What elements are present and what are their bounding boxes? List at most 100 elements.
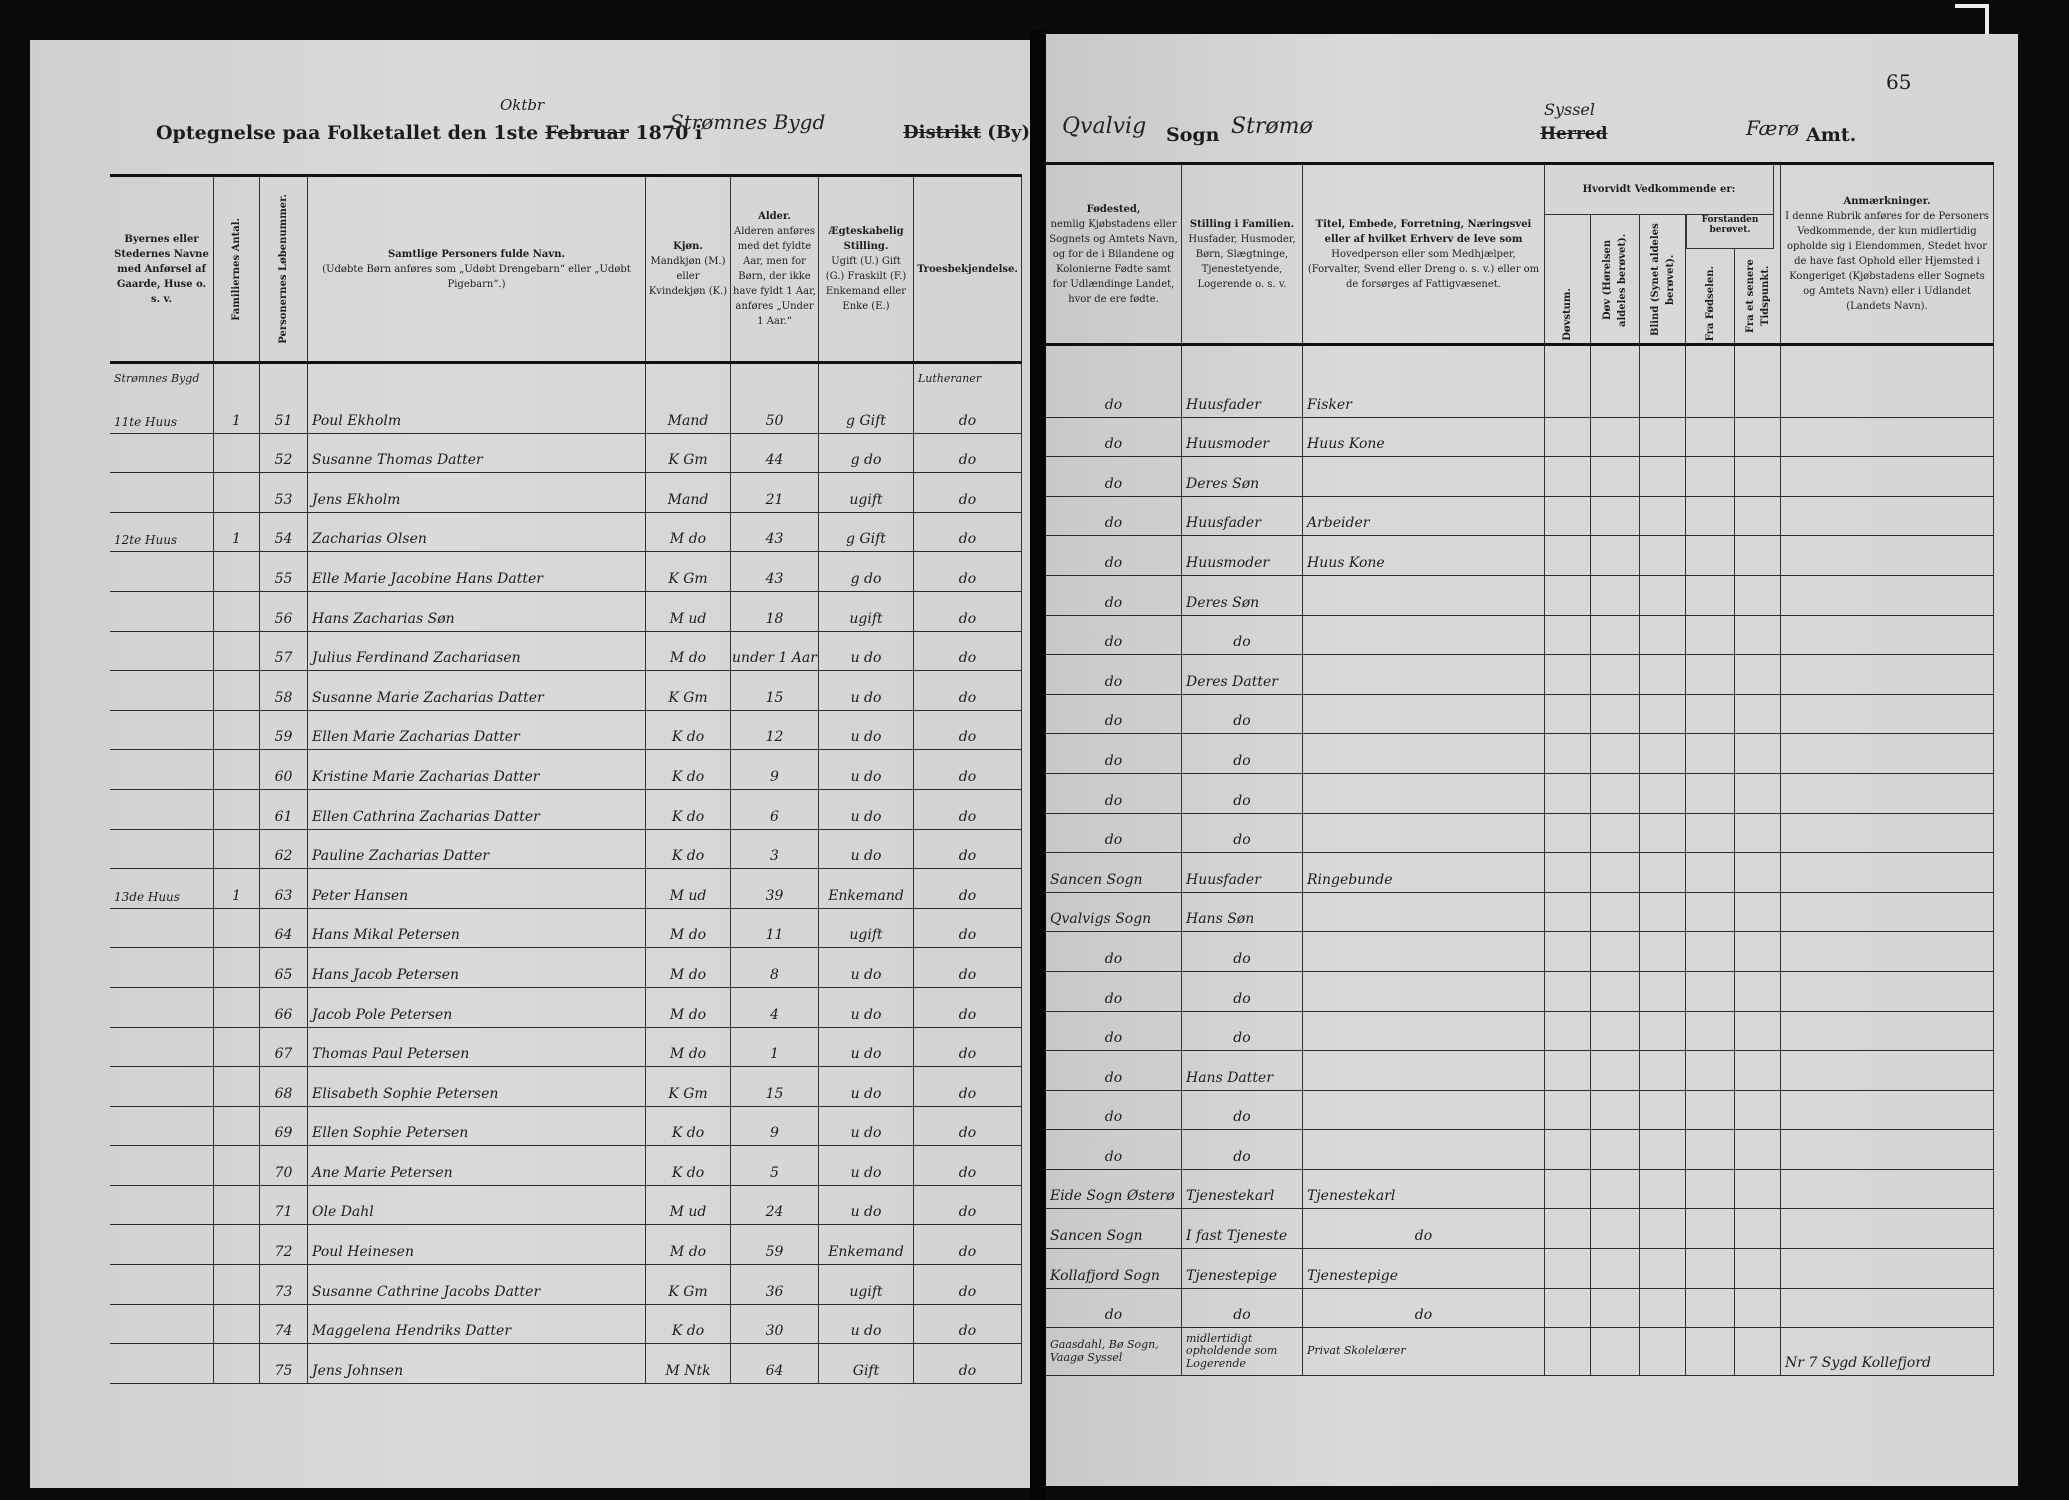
column-title: Familiernes Antal. — [231, 217, 242, 321]
cell-age: 1 — [731, 1027, 819, 1067]
cell-sex: K Gm — [646, 552, 731, 591]
cell-name: Ole Dahl — [308, 1185, 646, 1225]
empty-cell — [1591, 417, 1640, 457]
cell-no: 75 — [260, 1344, 308, 1383]
right-column-header: Fødested, nemlig Kjøbstadens eller Sognet… — [1046, 165, 1182, 343]
cell-sex: K Gm — [646, 671, 731, 710]
cell-place — [110, 789, 214, 829]
cell-position: Huusfader — [1182, 378, 1303, 417]
cell-marital: Enkemand — [819, 869, 914, 908]
table-row: 72 Poul Heinesen M do 59 Enkemand do — [110, 1225, 1022, 1266]
cell-occupation — [1303, 813, 1545, 853]
empty-cell — [1591, 536, 1640, 575]
cell-families — [214, 1225, 260, 1265]
cell-families — [214, 908, 260, 948]
empty-cell — [1640, 1051, 1686, 1090]
district-suffix: (By) — [987, 122, 1031, 143]
cell-families: 1 — [214, 512, 260, 552]
empty-cell — [1781, 346, 1994, 378]
cell-remarks — [1781, 1090, 1994, 1130]
empty-cell — [1591, 892, 1640, 932]
cell-no: 61 — [260, 789, 308, 829]
column-title: Titel, Embede, Forretning, Næringsvei el… — [1315, 218, 1532, 245]
empty-cell — [1686, 932, 1735, 971]
cell-birthplace: Qvalvigs Sogn — [1046, 892, 1182, 932]
empty-cell — [1545, 1288, 1591, 1328]
empty-cell — [1735, 1130, 1781, 1169]
empty-cell — [1735, 853, 1781, 892]
empty-cell — [1545, 853, 1591, 892]
cell-name: Ellen Marie Zacharias Datter — [308, 710, 646, 750]
table-row: 67 Thomas Paul Petersen M do 1 u do do — [110, 1027, 1022, 1068]
page-number: 65 — [1886, 70, 1912, 94]
cell-religion: do — [914, 1265, 1022, 1304]
table-row: 61 Ellen Cathrina Zacharias Datter K do 6 u … — [110, 789, 1022, 830]
empty-cell — [1640, 1209, 1686, 1249]
cell-marital: u do — [819, 1067, 914, 1106]
cell-marital: u do — [819, 948, 914, 987]
empty-cell — [1545, 813, 1591, 853]
cell-remarks — [1781, 971, 1994, 1011]
empty-cell — [1545, 575, 1591, 615]
empty-cell — [1545, 1051, 1591, 1090]
empty-cell — [1735, 1090, 1781, 1130]
empty-cell — [1735, 1051, 1781, 1090]
cell-remarks — [1781, 1130, 1994, 1169]
right-column-header: Titel, Embede, Forretning, Næringsvei el… — [1303, 165, 1545, 343]
column-title: Fødested, — [1086, 203, 1141, 215]
empty-cell — [1640, 536, 1686, 575]
cell-families: 1 — [214, 869, 260, 908]
cell-no: 68 — [260, 1067, 308, 1106]
cell-birthplace: Sancen Sogn — [1046, 1209, 1182, 1249]
cell-age: under 1 Aar — [731, 631, 819, 671]
annotation-cell: Lutheraner — [914, 364, 1022, 394]
cell-place — [110, 1027, 214, 1067]
table-row: Gaasdahl, Bø Sogn, Vaagø Syssel midlertid… — [1046, 1328, 1994, 1377]
cell-families — [214, 750, 260, 789]
empty-cell — [1545, 694, 1591, 734]
cell-sex: K Gm — [646, 433, 731, 473]
cell-sex: K do — [646, 1146, 731, 1185]
district-struck: Distrikt — [903, 122, 982, 143]
religion-annotation: Lutheraner — [918, 371, 982, 385]
cell-families — [214, 1344, 260, 1383]
empty-cell — [1640, 1011, 1686, 1051]
cell-name: Poul Ekholm — [308, 394, 646, 433]
empty-cell — [1640, 655, 1686, 694]
empty-cell — [1686, 892, 1735, 932]
empty-cell — [1735, 346, 1781, 378]
cell-place — [110, 1185, 214, 1225]
title-month-struck: Februar — [544, 122, 629, 144]
empty-cell — [1591, 496, 1640, 536]
table-row: do do — [1046, 813, 1994, 854]
empty-cell — [1640, 694, 1686, 734]
subgroup-header-forstanden: Forstanden berøvet. — [1686, 215, 1774, 249]
column-note: Hovedperson eller som Medhjælper, (Forva… — [1307, 248, 1540, 290]
annotation-cell: Strømnes Bygd — [110, 364, 214, 394]
empty-cell — [1545, 1169, 1591, 1209]
place-annotation: Strømnes Bygd — [114, 371, 200, 385]
cell-place: 12te Huus — [110, 512, 214, 552]
cell-place — [110, 1265, 214, 1304]
cell-religion: do — [914, 1225, 1022, 1265]
cell-place — [110, 433, 214, 473]
cell-religion: do — [914, 1106, 1022, 1146]
cell-place — [110, 631, 214, 671]
right-column-header: Fra Fødselen. — [1686, 165, 1735, 343]
cell-sex: M do — [646, 1027, 731, 1067]
table-row: 65 Hans Jacob Petersen M do 8 u do do — [110, 948, 1022, 988]
cell-position: do — [1182, 694, 1303, 734]
cell-birthplace: do — [1046, 971, 1182, 1011]
cell-sex: K do — [646, 710, 731, 750]
table-row: 52 Susanne Thomas Datter K Gm 44 g do do — [110, 433, 1022, 474]
column-title: Stilling i Familien. — [1189, 218, 1295, 230]
empty-cell — [1545, 346, 1591, 378]
table-row: 70 Ane Marie Petersen K do 5 u do do — [110, 1146, 1022, 1186]
table-row: do do — [1046, 694, 1994, 735]
cell-marital: u do — [819, 1146, 914, 1185]
cell-families — [214, 789, 260, 829]
cell-sex: M Ntk — [646, 1344, 731, 1383]
empty-cell — [1686, 853, 1735, 892]
cell-marital: ugift — [819, 591, 914, 631]
empty-cell — [1640, 615, 1686, 655]
